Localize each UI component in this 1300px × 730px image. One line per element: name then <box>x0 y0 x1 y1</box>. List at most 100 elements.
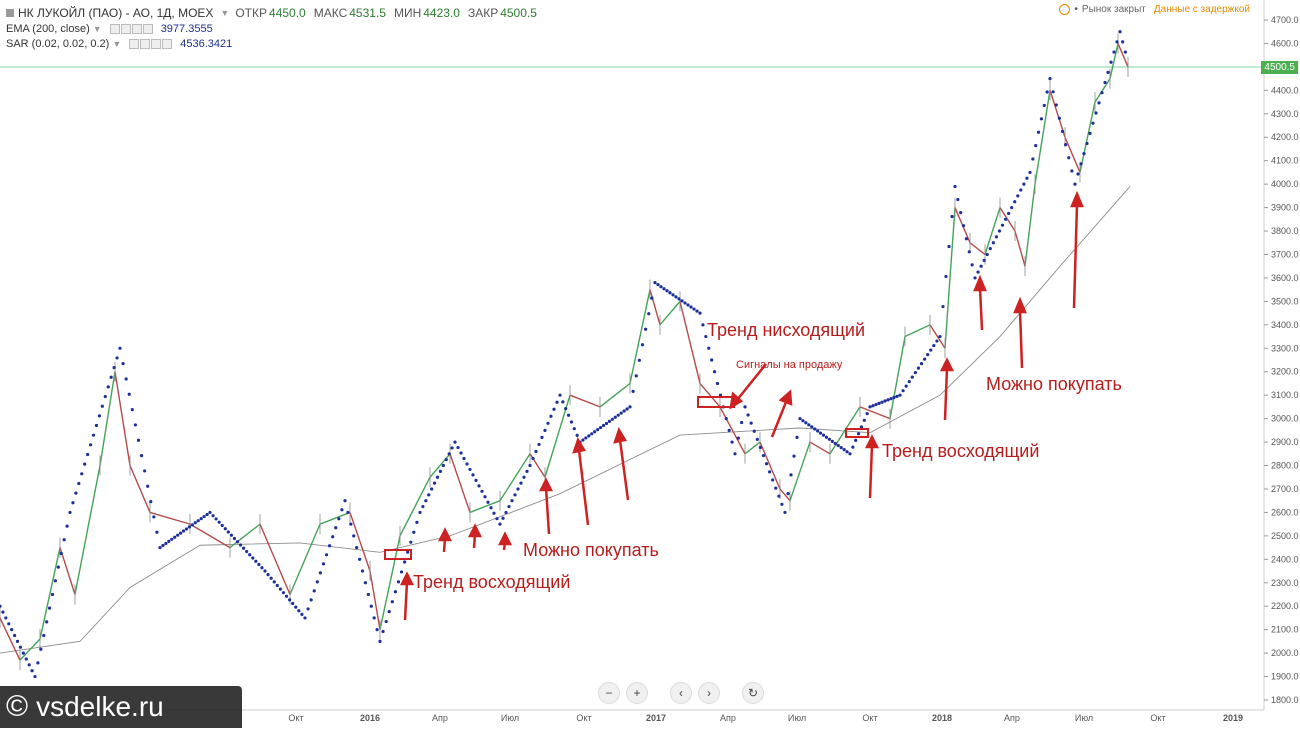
sar-dot <box>483 495 487 499</box>
scroll-right-button[interactable]: › <box>698 682 720 704</box>
chevron-down-icon[interactable]: ▼ <box>92 23 102 34</box>
sar-dot <box>692 307 696 311</box>
sar-dot <box>337 517 341 521</box>
sar-dot <box>671 293 675 297</box>
sar-dot <box>205 512 209 517</box>
zoom-out-button[interactable]: − <box>598 682 620 704</box>
sar-dot <box>923 357 927 361</box>
sar-dot <box>53 579 58 583</box>
indicator-sar-row: SAR (0.02, 0.02, 0.2) ▼ 4536.3421 <box>6 36 545 51</box>
sar-dot <box>340 508 344 512</box>
sar-dot <box>430 487 434 491</box>
sar-dot <box>360 569 365 573</box>
price-segment <box>759 441 781 490</box>
sar-dot <box>774 486 778 490</box>
sar-dot <box>1054 103 1058 107</box>
sar-dot <box>886 398 890 402</box>
price-segment <box>1034 90 1051 185</box>
sar-dot <box>438 469 443 473</box>
sar-dot <box>619 411 623 415</box>
sar-dot <box>462 456 466 461</box>
sar-dot <box>412 530 416 534</box>
indicator-ema-name[interactable]: EMA (200, close) <box>6 22 90 35</box>
sar-dot <box>103 394 107 399</box>
sar-dot <box>625 407 629 411</box>
sar-dot <box>127 392 131 396</box>
sar-dot <box>1036 130 1041 134</box>
sar-dot <box>357 557 362 561</box>
sar-dot <box>1042 103 1046 108</box>
sar-dot <box>859 425 864 429</box>
indicator-ema-controls[interactable] <box>109 23 153 34</box>
sar-dot <box>1022 182 1026 186</box>
reset-chart-button[interactable]: ↻ <box>742 682 764 704</box>
sar-dot <box>415 520 419 524</box>
sar-dot <box>161 543 165 548</box>
sar-dot <box>549 414 553 418</box>
price-segment <box>319 511 351 525</box>
time-tick-label: Окт <box>1150 713 1165 723</box>
sar-dot <box>1088 131 1092 135</box>
sar-dot <box>444 458 448 462</box>
sar-dot <box>868 405 872 409</box>
sar-dot <box>1007 211 1011 216</box>
scroll-left-button[interactable]: ‹ <box>670 682 692 704</box>
ohlc-close-label: ЗАКР <box>467 5 499 20</box>
chevron-down-icon[interactable]: ▼ <box>220 7 230 18</box>
sar-dot <box>355 545 359 550</box>
sar-dot <box>390 600 394 604</box>
price-segment <box>699 382 721 408</box>
sar-dot <box>217 520 221 524</box>
sar-dot <box>845 450 849 454</box>
sar-dot <box>650 296 654 300</box>
sar-dot <box>269 576 273 580</box>
sar-dot <box>798 417 802 421</box>
price-tick-label: 4400.0 <box>1271 85 1299 95</box>
sar-dot <box>997 229 1002 233</box>
sar-dot <box>961 224 966 228</box>
sar-dot <box>486 500 490 504</box>
sar-dot <box>223 527 227 531</box>
sar-dot <box>967 250 971 254</box>
sar-dot <box>260 566 264 570</box>
zoom-in-button[interactable]: + <box>626 682 648 704</box>
sar-dot <box>106 385 110 389</box>
sar-dot <box>795 435 799 439</box>
sar-dot <box>856 432 861 436</box>
sar-dot <box>926 352 930 357</box>
sar-dot <box>736 436 740 440</box>
indicator-sar-controls[interactable] <box>129 38 173 49</box>
sar-dot <box>187 525 192 529</box>
sar-dot <box>546 421 550 425</box>
sar-dot <box>973 276 977 280</box>
time-tick-label: Апр <box>1004 713 1020 723</box>
sar-dot <box>1000 223 1005 227</box>
price-segment <box>429 453 451 478</box>
price-segment <box>99 371 116 466</box>
legend: НК ЛУКОЙЛ (ПАО) - АО, 1Д, МОЕХ ▼ ОТКР 445… <box>6 4 545 51</box>
sar-dot <box>369 604 373 608</box>
sar-dot <box>94 423 99 428</box>
sar-dot <box>801 419 805 423</box>
delayed-data-link[interactable]: Данные с задержкой <box>1153 4 1250 15</box>
sar-dot <box>80 472 84 476</box>
chevron-down-icon[interactable]: ▼ <box>112 38 122 49</box>
current-price-tag: 4500.5 <box>1261 61 1298 74</box>
sar-dot <box>871 404 875 408</box>
sar-dot <box>424 499 428 503</box>
sar-dot <box>1003 217 1008 221</box>
symbol-title[interactable]: НК ЛУКОЙЛ (ПАО) - АО, 1Д, МОЕХ <box>18 5 214 20</box>
sar-dot <box>631 389 635 393</box>
sar-dot <box>528 463 532 468</box>
indicator-sar-name[interactable]: SAR (0.02, 0.02, 0.2) <box>6 37 110 50</box>
sar-dot <box>303 616 307 620</box>
sar-dot <box>86 452 90 457</box>
sar-dot <box>836 443 840 448</box>
sar-dot <box>959 211 963 215</box>
sar-dot <box>471 473 475 477</box>
sar-dot <box>935 339 939 343</box>
price-tick-label: 3900.0 <box>1271 203 1299 213</box>
sar-dot <box>118 346 122 350</box>
price-segment <box>369 570 381 630</box>
